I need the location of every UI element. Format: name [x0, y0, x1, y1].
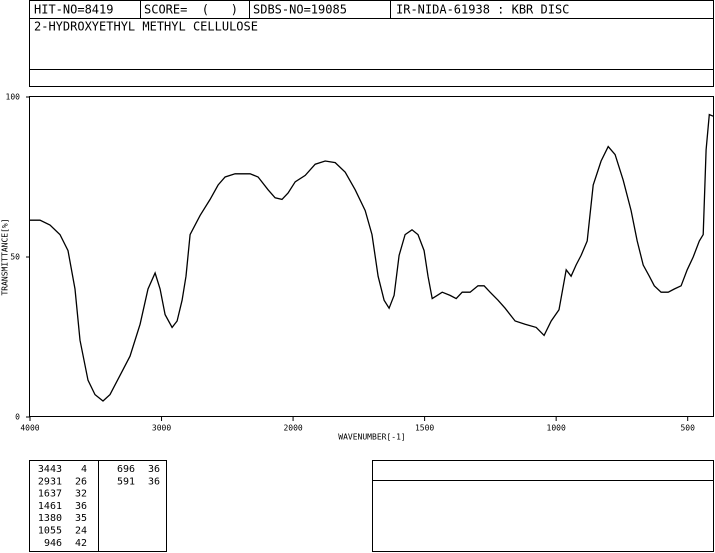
compound-name: 2-HYDROXYETHYL METHYL CELLULOSE [34, 20, 258, 34]
x-tick-label: 4000 [20, 424, 39, 433]
x-axis-label: WAVENUMBER[-1] [338, 433, 405, 442]
peak-transmittance: 36 [75, 501, 87, 512]
peak-transmittance: 32 [75, 489, 87, 500]
peak-transmittance: 26 [75, 476, 87, 487]
spectrum-line [30, 113, 714, 402]
peak-transmittance: 35 [75, 513, 87, 524]
info-frame [372, 460, 714, 552]
peak-wavenumber: 1055 [38, 526, 62, 537]
y-tick-label: 50 [10, 253, 20, 262]
hit-no: HIT-NO=8419 [34, 3, 113, 17]
sdbs-no: SDBS-NO=19085 [253, 3, 347, 17]
x-tick-label: 1000 [547, 424, 566, 433]
x-tick-label: 3000 [152, 424, 171, 433]
peak-transmittance: 4 [81, 464, 87, 475]
peak-transmittance: 24 [75, 526, 87, 537]
peak-wavenumber: 2931 [38, 476, 62, 487]
score: SCORE= ( ) [144, 3, 238, 17]
y-tick-label: 100 [6, 93, 21, 102]
y-tick-label: 0 [15, 413, 20, 422]
header-frame [29, 0, 714, 87]
ir-code: IR-NIDA-61938 : KBR DISC [396, 3, 569, 17]
x-tick-label: 500 [680, 424, 695, 433]
peak-wavenumber: 946 [44, 538, 62, 549]
x-tick-label: 2000 [283, 424, 302, 433]
peak-wavenumber: 696 [117, 464, 135, 475]
peak-wavenumber: 591 [117, 476, 135, 487]
x-tick-label: 1500 [415, 424, 434, 433]
peak-wavenumber: 1461 [38, 501, 62, 512]
peak-wavenumber: 1637 [38, 489, 62, 500]
peak-transmittance: 36 [148, 476, 160, 487]
y-axis-label: TRANSMITTANCE[%] [1, 218, 10, 295]
peak-transmittance: 42 [75, 538, 87, 549]
peak-wavenumber: 1380 [38, 513, 62, 524]
peak-transmittance: 36 [148, 464, 160, 475]
peak-wavenumber: 3443 [38, 464, 62, 475]
plot-frame [29, 96, 714, 417]
